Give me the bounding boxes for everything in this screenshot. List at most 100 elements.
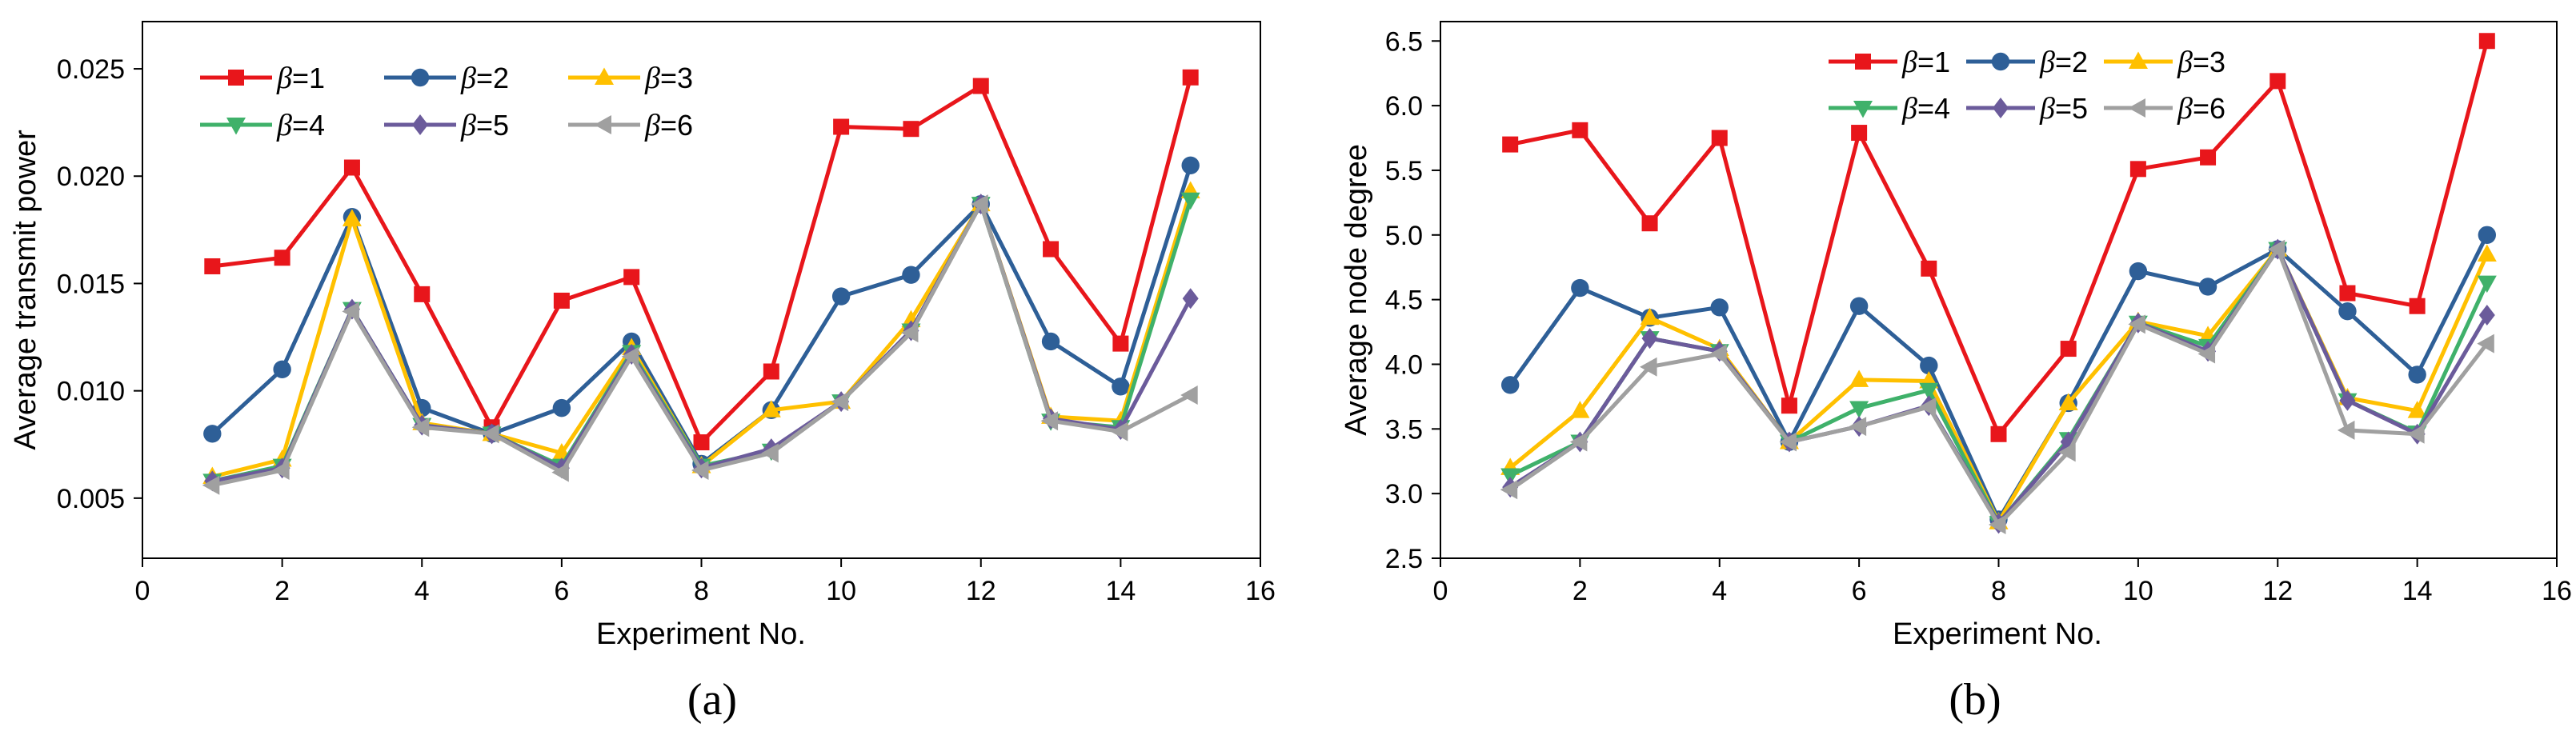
point-a-s6-x13 xyxy=(1040,411,1059,431)
legend-marker-a-5 xyxy=(412,114,428,135)
point-a-s1-x1 xyxy=(204,258,221,274)
legend-eq-a-6: =6 xyxy=(660,109,693,142)
point-b-s1-x10 xyxy=(2129,161,2146,178)
chart-panel-b: 0 2 4 6 8 10 12 14 16 2.5 3.0 3.5 4.0 4.5 5.0 5.5 6.0 6.5… xyxy=(1340,21,2572,725)
legend-label-a-5: β=5 xyxy=(460,109,509,142)
x-tick-label-b-8: 8 xyxy=(1991,576,2006,606)
y-tick-label-b-4: 4.5 xyxy=(1385,286,1423,316)
point-b-s6-x2 xyxy=(1569,432,1588,452)
point-a-s2-x11 xyxy=(902,266,920,284)
legend-marker-b-6 xyxy=(2128,98,2145,118)
x-tick-label-a-4: 4 xyxy=(415,576,430,606)
point-b-s6-x7 xyxy=(1918,397,1937,417)
y-tick-label-a-1: 0.010 xyxy=(57,377,125,407)
point-b-s6-x12 xyxy=(2267,239,2286,259)
point-b-s6-x10 xyxy=(2128,314,2145,334)
legend-eq-a-5: =5 xyxy=(476,109,509,142)
point-b-s3-x6 xyxy=(1849,370,1869,387)
point-b-s2-x6 xyxy=(1849,297,1869,315)
legend-item-a-1: β=1 xyxy=(200,62,325,95)
point-b-s1-x5 xyxy=(1781,397,1797,414)
caption-a: (a) xyxy=(687,675,737,725)
point-b-s1-x9 xyxy=(2060,341,2077,358)
legend-symbol-a-6: β xyxy=(644,109,660,142)
point-a-s6-x10 xyxy=(831,392,849,412)
point-b-s3-x9 xyxy=(2058,393,2078,410)
y-axis-label-b: Average node degree xyxy=(1340,144,1373,436)
point-b-s1-x13 xyxy=(2339,285,2356,302)
y-tick-label-a-3: 0.020 xyxy=(57,162,125,192)
point-b-s6-x9 xyxy=(2058,442,2076,462)
legend-marker-a-2 xyxy=(411,68,430,87)
legend-eq-b-6: =6 xyxy=(2193,92,2225,125)
point-a-s6-x2 xyxy=(272,460,290,480)
point-a-s6-x12 xyxy=(971,194,988,214)
legend-label-b-2: β=2 xyxy=(2039,46,2088,79)
legend-item-b-4: β=4 xyxy=(1829,92,1950,126)
point-b-s6-x4 xyxy=(1709,344,1727,364)
point-b-s2-x4 xyxy=(1710,298,1729,317)
y-tick-label-b-5: 5.0 xyxy=(1385,221,1423,251)
point-b-s6-x11 xyxy=(2197,344,2216,364)
point-a-s6-x15 xyxy=(1180,385,1198,405)
point-b-s6-x5 xyxy=(1779,432,1797,452)
point-a-s2-x13 xyxy=(1041,332,1060,351)
x-tick-label-a-6: 6 xyxy=(554,576,569,606)
legend-label-b-6: β=6 xyxy=(2177,92,2225,126)
y-tick-label-b-0: 2.5 xyxy=(1385,544,1423,574)
point-a-s6-x1 xyxy=(202,475,220,495)
legend-item-b-2: β=2 xyxy=(1966,46,2088,79)
legend-marker-b-4 xyxy=(1853,101,1873,118)
point-a-s2-x1 xyxy=(203,425,222,443)
y-tick-label-b-1: 3.0 xyxy=(1385,479,1423,509)
point-a-s1-x8 xyxy=(693,434,710,451)
point-b-s6-x14 xyxy=(2407,424,2425,444)
y-tick-label-a-0: 0.005 xyxy=(57,484,125,514)
legend-eq-b-2: =2 xyxy=(2055,46,2088,78)
point-b-s2-x1 xyxy=(1500,376,1520,394)
point-b-s1-x3 xyxy=(1641,215,1658,232)
point-b-s1-x2 xyxy=(1572,122,1588,138)
point-a-s6-x6 xyxy=(551,462,569,482)
legend-symbol-a-5: β xyxy=(460,109,476,142)
legend-marker-b-1 xyxy=(1855,54,1871,70)
legend-label-b-1: β=1 xyxy=(1901,46,1950,79)
point-b-s2-x11 xyxy=(2198,278,2217,296)
point-b-s1-x7 xyxy=(1921,260,1937,277)
x-tick-label-b-12: 12 xyxy=(2262,576,2293,606)
point-b-s1-x4 xyxy=(1711,130,1728,146)
point-b-s1-x14 xyxy=(2409,298,2426,314)
x-tick-label-b-0: 0 xyxy=(1433,576,1448,606)
legend-marker-b-2 xyxy=(1991,52,2010,71)
point-a-s2-x6 xyxy=(552,398,571,417)
series-b-1 xyxy=(1502,33,2495,442)
y-tick-label-b-8: 6.5 xyxy=(1385,26,1423,57)
point-b-s4-x7 xyxy=(1919,382,1939,401)
y-tick-label-b-2: 3.5 xyxy=(1385,414,1423,445)
point-a-s3-x9 xyxy=(761,400,781,417)
point-a-s6-x4 xyxy=(411,417,430,437)
legend-label-a-1: β=1 xyxy=(276,62,325,95)
legend-eq-a-2: =2 xyxy=(476,62,509,94)
point-b-s1-x8 xyxy=(1990,425,2007,442)
point-a-s5-x15 xyxy=(1182,288,1199,310)
point-b-s6-x3 xyxy=(1640,357,1657,377)
y-tick-label-b-3: 4.0 xyxy=(1385,350,1423,380)
point-b-s5-x15 xyxy=(2478,305,2495,326)
point-a-s1-x14 xyxy=(1112,335,1129,352)
legend-item-a-2: β=2 xyxy=(384,62,509,95)
point-a-s6-x3 xyxy=(342,302,359,322)
legend-item-b-3: β=3 xyxy=(2104,46,2225,79)
legend-symbol-a-2: β xyxy=(460,62,476,95)
point-b-s3-x15 xyxy=(2477,244,2497,262)
caption-b: (b) xyxy=(1949,675,2001,725)
legend-label-a-2: β=2 xyxy=(460,62,509,95)
x-tick-label-a-10: 10 xyxy=(826,576,856,606)
point-a-s1-x6 xyxy=(553,292,570,309)
legend-b: β=1 β=2 β=3β=4 β=5 β=6 xyxy=(1829,46,2225,126)
x-tick-label-a-8: 8 xyxy=(694,576,709,606)
point-a-s2-x14 xyxy=(1112,377,1130,396)
x-tick-label-a-12: 12 xyxy=(966,576,996,606)
point-a-s1-x13 xyxy=(1043,241,1060,258)
x-tick-label-b-10: 10 xyxy=(2123,576,2153,606)
